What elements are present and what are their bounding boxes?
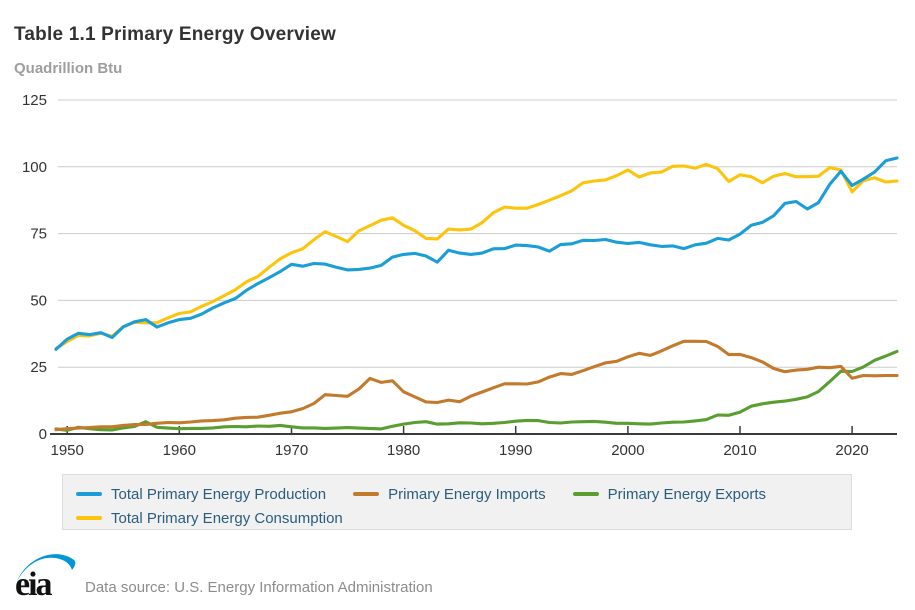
legend-item-total-primary-energy-production[interactable]: Total Primary Energy Production (76, 486, 326, 503)
y-tick-label-75: 75 (30, 226, 47, 243)
x-tick-label-1950: 1950 (51, 442, 84, 459)
legend-swatch-total-primary-energy-consumption (76, 516, 102, 520)
x-tick-label-1960: 1960 (163, 442, 196, 459)
page-title: Table 1.1 Primary Energy Overview (14, 23, 337, 45)
x-tick-label-1980: 1980 (387, 442, 420, 459)
chart-legend: Total Primary Energy Production Primary E… (62, 474, 852, 530)
eia-logo-text: eia (15, 566, 53, 600)
x-tick-label-2010: 2010 (723, 442, 756, 459)
series-line-primary-energy-exports (54, 349, 899, 432)
legend-swatch-primary-energy-exports (572, 492, 599, 496)
y-tick-label-25: 25 (30, 359, 47, 376)
y-tick-label-100: 100 (22, 159, 47, 176)
primary-energy-line-chart: 0 25 50 75 100 125 1950 1960 1970 1980 1990 2000 201… (22, 92, 899, 459)
legend-row-2: Total Primary Energy Consumption (76, 506, 841, 530)
series-line-total-primary-energy-production (54, 156, 899, 351)
y-axis-unit-label: Quadrillion Btu (14, 60, 123, 77)
data-source-text: Data source: U.S. Energy Information Adm… (85, 579, 433, 596)
x-tick-label-2000: 2000 (611, 442, 644, 459)
x-tick-label-1990: 1990 (499, 442, 532, 459)
x-tick-label-2020: 2020 (835, 442, 868, 459)
eia-logo: eia (15, 548, 77, 603)
y-tick-label-50: 50 (30, 292, 47, 309)
y-tick-label-125: 125 (22, 92, 47, 109)
legend-label-primary-energy-imports: Primary Energy Imports (388, 485, 546, 503)
legend-swatch-primary-energy-imports (353, 492, 380, 496)
legend-label-total-primary-energy-production: Total Primary Energy Production (111, 485, 327, 503)
legend-swatch-total-primary-energy-production (76, 492, 102, 496)
legend-item-total-primary-energy-consumption[interactable]: Total Primary Energy Consumption (76, 510, 343, 527)
legend-item-primary-energy-imports[interactable]: Primary Energy Imports (353, 486, 546, 503)
chart-area: 0 25 50 75 100 125 1950 1960 1970 1980 1990 2000 201… (0, 85, 915, 470)
x-tick-label-1970: 1970 (275, 442, 308, 459)
series-line-primary-energy-imports (54, 339, 899, 432)
legend-label-primary-energy-exports: Primary Energy Exports (607, 485, 767, 503)
legend-row-1: Total Primary Energy Production Primary E… (76, 482, 841, 506)
y-tick-label-0: 0 (39, 426, 47, 443)
legend-item-primary-energy-exports[interactable]: Primary Energy Exports (572, 485, 767, 503)
legend-label-total-primary-energy-consumption: Total Primary Energy Consumption (111, 509, 343, 527)
series-line-total-primary-energy-consumption (54, 162, 899, 351)
